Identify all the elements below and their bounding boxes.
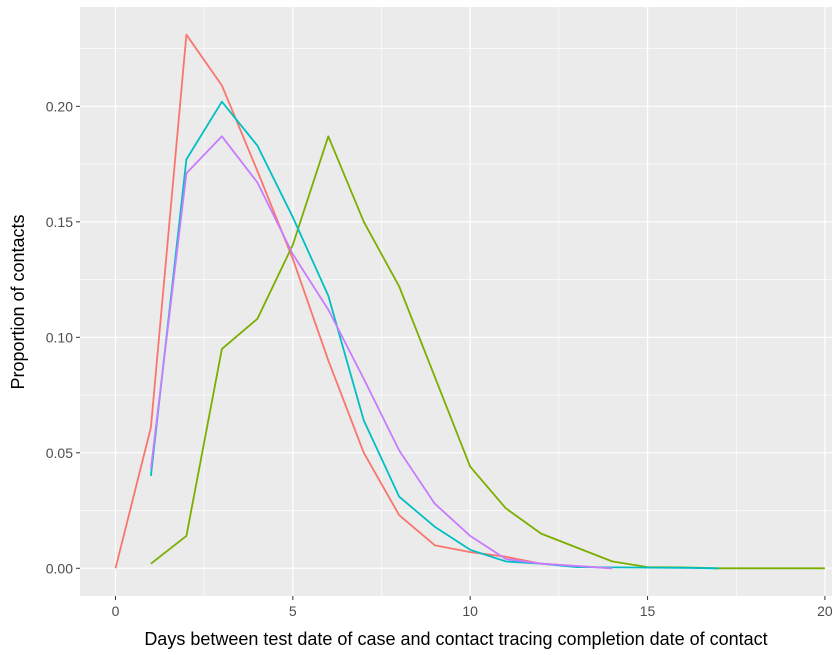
x-tick-label: 10 bbox=[462, 603, 478, 619]
major-gridlines bbox=[80, 7, 832, 596]
minor-gridlines bbox=[80, 7, 832, 596]
y-axis-title: Proportion of contacts bbox=[8, 214, 28, 389]
x-tick-label: 5 bbox=[289, 603, 297, 619]
plot-panel bbox=[80, 7, 832, 596]
x-tick-label: 20 bbox=[817, 603, 832, 619]
series-lines bbox=[114, 33, 825, 570]
series-line-3 bbox=[150, 100, 719, 570]
y-tick-label: 0.15 bbox=[46, 214, 73, 230]
y-tick-label: 0.20 bbox=[46, 98, 73, 114]
x-tick-label: 0 bbox=[112, 603, 120, 619]
x-axis-title: Days between test date of case and conta… bbox=[144, 629, 767, 649]
y-tick-label: 0.10 bbox=[46, 329, 73, 345]
x-axis-ticks: 0 5 10 15 20 bbox=[112, 596, 832, 619]
y-tick-label: 0.05 bbox=[46, 445, 73, 461]
y-tick-label: 0.00 bbox=[46, 560, 73, 576]
x-tick-label: 15 bbox=[640, 603, 656, 619]
y-axis-ticks: 0.00 0.05 0.10 0.15 0.20 bbox=[46, 98, 80, 576]
series-line-4 bbox=[150, 135, 613, 570]
